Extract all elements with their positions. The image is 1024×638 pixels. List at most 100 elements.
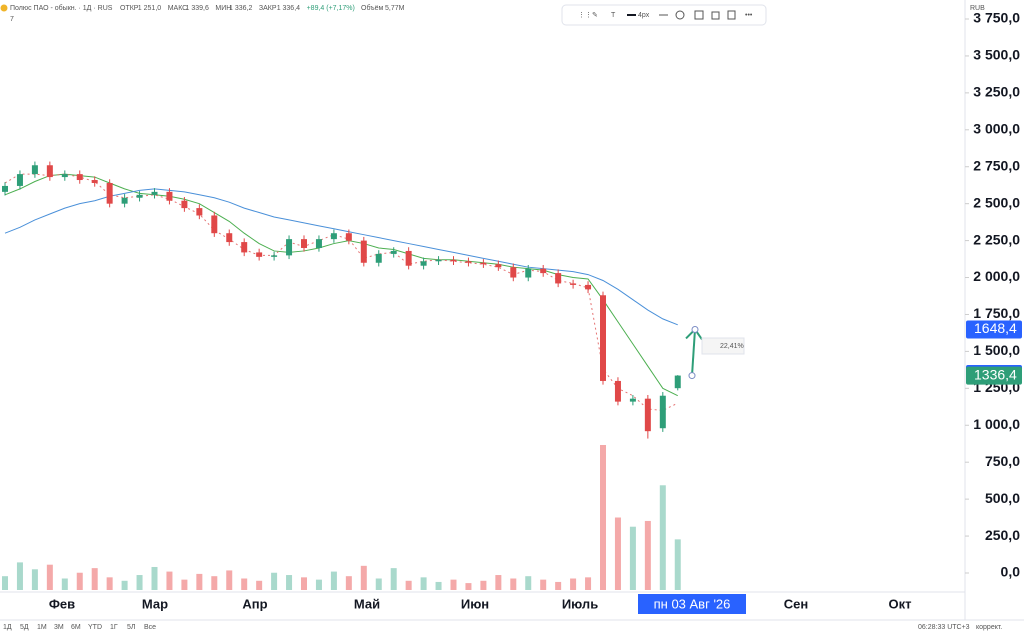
- volume-bar: [570, 578, 577, 590]
- range-button[interactable]: 5Д: [20, 624, 29, 631]
- tool-lock[interactable]: [711, 11, 720, 20]
- candle-body: [16, 174, 23, 186]
- candle-body: [465, 261, 472, 263]
- candle-body: [585, 284, 592, 290]
- ohlc-value: 1 251,0: [138, 5, 161, 12]
- ohlc-value: 1 336,4: [277, 5, 300, 12]
- moving-average: [4, 173, 678, 412]
- volume-bar: [256, 580, 263, 590]
- volume-bar: [76, 572, 83, 590]
- ohlc-label: МАКС: [168, 5, 188, 12]
- tool-pen[interactable]: ✎: [592, 12, 598, 19]
- candle-body: [121, 197, 128, 204]
- volume-bar: [61, 578, 68, 590]
- crosshair-date: пн 03 Авг '26: [654, 596, 731, 611]
- clock: 06:28:33 UTC+3: [918, 624, 970, 631]
- candle-body: [555, 273, 562, 284]
- candle-body: [330, 233, 337, 240]
- volume-bar: [435, 581, 442, 590]
- y-tick-label: 1 750,0: [973, 305, 1020, 321]
- y-tick-label: 3 250,0: [973, 84, 1020, 100]
- volume-bar: [659, 485, 666, 590]
- range-button[interactable]: 1Д: [3, 624, 12, 631]
- candle-body: [211, 215, 218, 234]
- candle-body: [166, 191, 173, 201]
- candle-body: [31, 165, 38, 175]
- candle-body: [644, 398, 651, 432]
- ohlc-label: МИН: [215, 5, 231, 12]
- tool-delete[interactable]: [727, 10, 736, 20]
- price-tag: 1648,4: [966, 320, 1022, 339]
- volume-bar: [211, 576, 218, 590]
- price-tag: 1336,4: [966, 366, 1022, 385]
- range-button[interactable]: 5Л: [127, 624, 136, 631]
- anchor[interactable]: [691, 325, 699, 333]
- moving-average: [4, 188, 678, 326]
- tool-alert[interactable]: [694, 10, 704, 20]
- candle-body: [600, 295, 606, 381]
- candle-body: [375, 253, 382, 263]
- candle-body: [196, 208, 203, 216]
- range-button[interactable]: 3М: [54, 624, 64, 631]
- symbol-icon: [0, 4, 8, 12]
- x-tick-label: Сен: [784, 596, 808, 611]
- tool-more[interactable]: •••: [745, 12, 753, 19]
- range-button[interactable]: 1Г: [110, 624, 118, 631]
- candle-body: [46, 165, 53, 178]
- volume-bar: [390, 568, 397, 590]
- candle-body: [570, 283, 577, 285]
- tool-text[interactable]: T: [611, 12, 616, 19]
- y-tick-label: 0,0: [1001, 564, 1021, 580]
- range-button[interactable]: 6М: [71, 624, 81, 631]
- anchor[interactable]: [688, 372, 696, 380]
- volume-bar: [465, 583, 472, 590]
- price-tag-label: 1336,4: [974, 366, 1017, 382]
- tool-settings[interactable]: [675, 10, 685, 20]
- candle-body: [674, 375, 681, 389]
- candle-body: [420, 261, 427, 266]
- volume-bar: [286, 575, 293, 590]
- y-tick-label: 3 000,0: [973, 121, 1020, 137]
- price-tag-box: [966, 320, 1022, 339]
- x-tick-label: Июн: [461, 596, 489, 611]
- annotation-label: 22,41%: [720, 343, 744, 350]
- candle-body: [61, 174, 68, 178]
- candle-body: [345, 233, 352, 241]
- tool-drag[interactable]: ⋮⋮: [578, 12, 592, 19]
- volume-value: 5,77M: [385, 5, 405, 12]
- x-tick-label: Мар: [142, 596, 168, 611]
- candle-body: [540, 268, 547, 274]
- ohlc-value: 1 336,2: [229, 5, 252, 12]
- candle-body: [510, 267, 517, 278]
- range-button[interactable]: YTD: [88, 624, 102, 631]
- volume-bar: [151, 566, 158, 590]
- y-tick-label: 1 000,0: [973, 416, 1020, 432]
- volume-bar: [420, 577, 427, 590]
- crosshair-date-box: [638, 594, 746, 614]
- volume-bar: [644, 520, 651, 590]
- volume-bar: [600, 445, 606, 590]
- volume-bar: [674, 539, 681, 590]
- adjust[interactable]: коррект.: [976, 624, 1002, 631]
- volume-bar: [166, 571, 173, 590]
- range-button[interactable]: Все: [144, 624, 156, 631]
- candle-body: [659, 395, 666, 429]
- indicator-count: 7: [10, 16, 14, 23]
- volume-bar: [360, 565, 367, 590]
- volume-bar: [315, 579, 322, 590]
- range-button[interactable]: 1М: [37, 624, 47, 631]
- volume-bar: [121, 580, 128, 590]
- y-tick-label: 2 500,0: [973, 194, 1020, 210]
- candle-body: [286, 239, 293, 256]
- candle-body: [91, 180, 98, 183]
- tool-width-label[interactable]: 4px: [638, 12, 650, 19]
- candle-body: [151, 191, 158, 195]
- volume-bar: [510, 578, 517, 590]
- volume-bar: [301, 577, 307, 590]
- symbol-title: Полюс ПАО - обыкн. · 1Д · RUS: [10, 4, 113, 12]
- y-tick-label: 3 750,0: [973, 10, 1020, 26]
- price-tag-label: 1648,4: [974, 320, 1017, 336]
- price-tag-box: [966, 366, 1022, 385]
- annotation-box: [701, 337, 745, 355]
